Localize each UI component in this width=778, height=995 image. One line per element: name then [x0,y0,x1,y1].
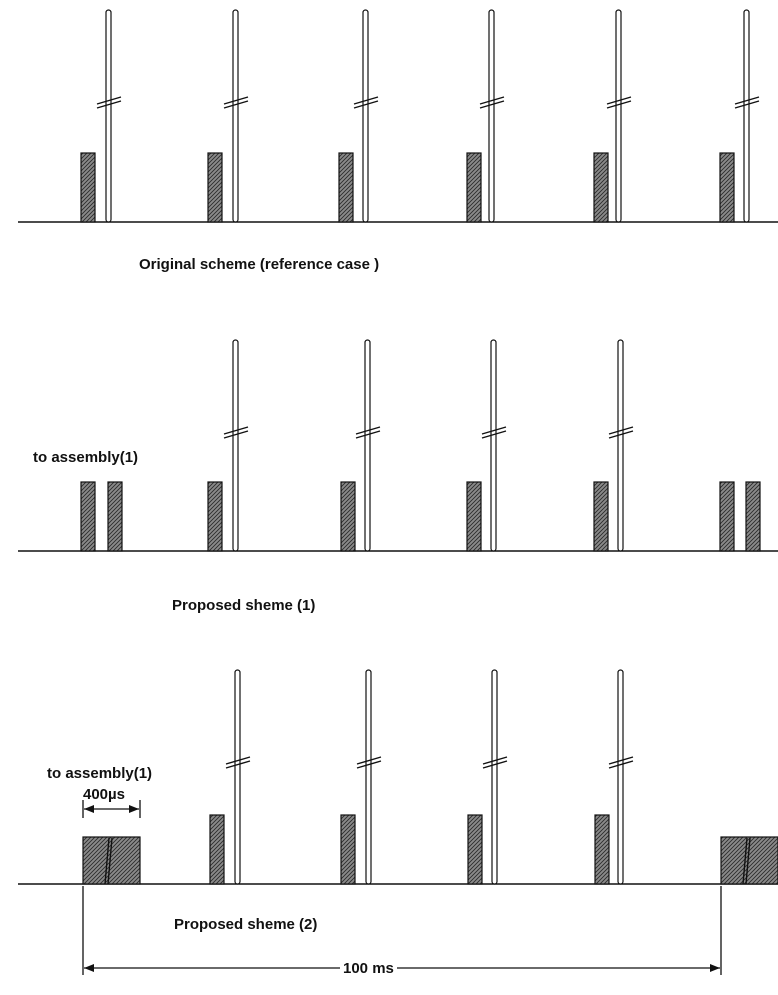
wide-pulse-dividers [104,837,751,885]
short-pulse [340,481,356,552]
short-pulse [745,481,761,552]
tall-pulse [491,669,498,885]
caption-original-scheme: Original scheme (reference case ) [139,256,380,273]
short-pulse [107,481,123,552]
short-pulse [209,814,225,885]
tall-pulse [488,9,495,223]
tall-pulse [743,9,750,223]
pulse-width-dimension [82,800,141,818]
side-label-panel2: to assembly(1) [33,449,139,466]
tall-pulse [105,9,112,223]
tall-pulse [365,669,372,885]
tall-pulse [617,339,624,552]
pulse-width-label: 400µs [83,786,126,803]
short-pulse [207,152,223,223]
tall-pulse [615,9,622,223]
short-pulse [466,481,482,552]
short-pulses-panel2 [80,481,761,552]
tall-pulses-panel3 [234,669,624,885]
short-pulses-panel1 [80,152,735,223]
short-pulse [80,152,96,223]
period-dimension [82,886,722,975]
short-pulse [338,152,354,223]
caption-proposed-scheme-1: Proposed sheme (1) [172,597,316,614]
short-pulse [594,814,610,885]
short-pulse [719,481,735,552]
tall-pulse [364,339,371,552]
tall-pulse [362,9,369,223]
axis-breaks-panel3 [225,756,634,769]
side-label-panel3: to assembly(1) [47,765,153,782]
short-pulses-panel3 [82,814,778,885]
short-pulse [466,152,482,223]
tall-pulse [617,669,624,885]
short-pulse [340,814,356,885]
tall-pulse [232,9,239,223]
axis-breaks-panel2 [223,426,634,439]
axis-breaks-panel1 [96,96,760,109]
tall-pulse [232,339,239,552]
short-pulse [207,481,223,552]
short-pulse [593,152,609,223]
tall-pulse [490,339,497,552]
tall-pulse [234,669,241,885]
tall-pulses-panel2 [232,339,624,552]
short-pulse [467,814,483,885]
short-pulse [80,481,96,552]
short-pulse [593,481,609,552]
caption-proposed-scheme-2: Proposed sheme (2) [174,916,318,933]
tall-pulses-panel1 [105,9,750,223]
period-label: 100 ms [340,960,397,977]
short-pulse [719,152,735,223]
